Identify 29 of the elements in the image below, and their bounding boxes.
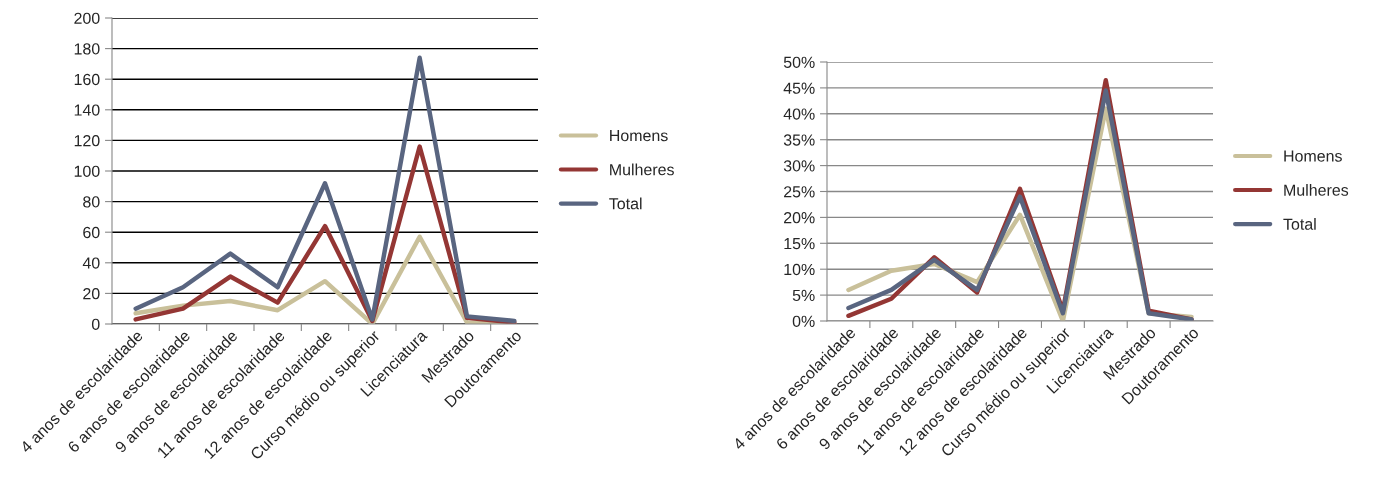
y-tick-label: 140: [74, 104, 100, 116]
y-tick-label: 5%: [792, 289, 815, 302]
y-tick-label: 0%: [792, 315, 815, 327]
legend-label: Homens: [610, 130, 668, 142]
line-series: [133, 55, 517, 324]
y-tick-label: 50%: [783, 56, 815, 68]
y-tick-label: 180: [74, 43, 100, 55]
y-tick-label: 100: [74, 165, 100, 177]
y-tick-label: 0: [91, 318, 100, 330]
y-tick-label: 60: [83, 226, 100, 239]
y-tick-label: 80: [83, 196, 100, 208]
y-tick-label: 160: [74, 73, 100, 86]
y-tick-label: 25%: [784, 186, 815, 198]
y-tick-label: 35%: [783, 134, 815, 146]
y-tick-label: 40%: [783, 108, 815, 120]
y-tick-label: 10%: [784, 263, 815, 276]
y-tick-label: 120: [74, 135, 100, 147]
legend-label: Mulheres: [610, 163, 674, 176]
y-tick-label: 30%: [783, 160, 815, 172]
legend-label: Mulheres: [1284, 184, 1349, 196]
y-tick-label: 20: [83, 288, 100, 300]
y-tick-label: 45%: [783, 82, 815, 94]
legend-label: Total: [609, 197, 642, 210]
legend-label: Total: [1283, 218, 1316, 230]
y-tick-label: 40: [82, 257, 100, 269]
y-tick-label: 200: [74, 12, 100, 24]
legend-label: Homens: [1284, 150, 1342, 162]
y-tick-label: 20%: [784, 212, 815, 224]
y-tick-label: 15%: [784, 238, 815, 250]
